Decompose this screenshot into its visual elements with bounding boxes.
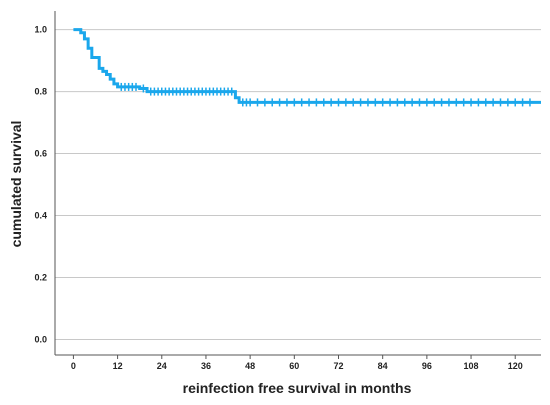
x-tick-label: 96: [422, 361, 432, 371]
y-tick-label: 0.4: [34, 211, 47, 221]
y-tick-label: 0.6: [34, 149, 47, 159]
axes: [54, 11, 541, 359]
x-tick-label: 108: [464, 361, 479, 371]
x-tick-label: 120: [508, 361, 523, 371]
x-tick-label: 24: [157, 361, 167, 371]
x-tick-label: 72: [333, 361, 343, 371]
tick-labels: 0.0 0.2 0.4 0.6 0.8 1.0 0 12 24 36 48 60 72 84 96 108 12…: [34, 25, 522, 371]
y-axis-title: cumulated survival: [8, 121, 24, 248]
x-tick-label: 0: [71, 361, 76, 371]
y-tick-label: 0.8: [34, 87, 47, 97]
y-tick-label: 0.2: [34, 273, 47, 283]
x-tick-label: 84: [378, 361, 388, 371]
gridlines: [55, 29, 541, 341]
x-tick-label: 12: [113, 361, 123, 371]
y-tick-label: 1.0: [34, 25, 47, 35]
survival-series: [73, 28, 541, 107]
x-tick-label: 60: [289, 361, 299, 371]
x-tick-label: 48: [245, 361, 255, 371]
x-axis-title: reinfection free survival in months: [183, 380, 412, 396]
y-tick-label: 0.0: [34, 335, 47, 345]
x-tick-label: 36: [201, 361, 211, 371]
